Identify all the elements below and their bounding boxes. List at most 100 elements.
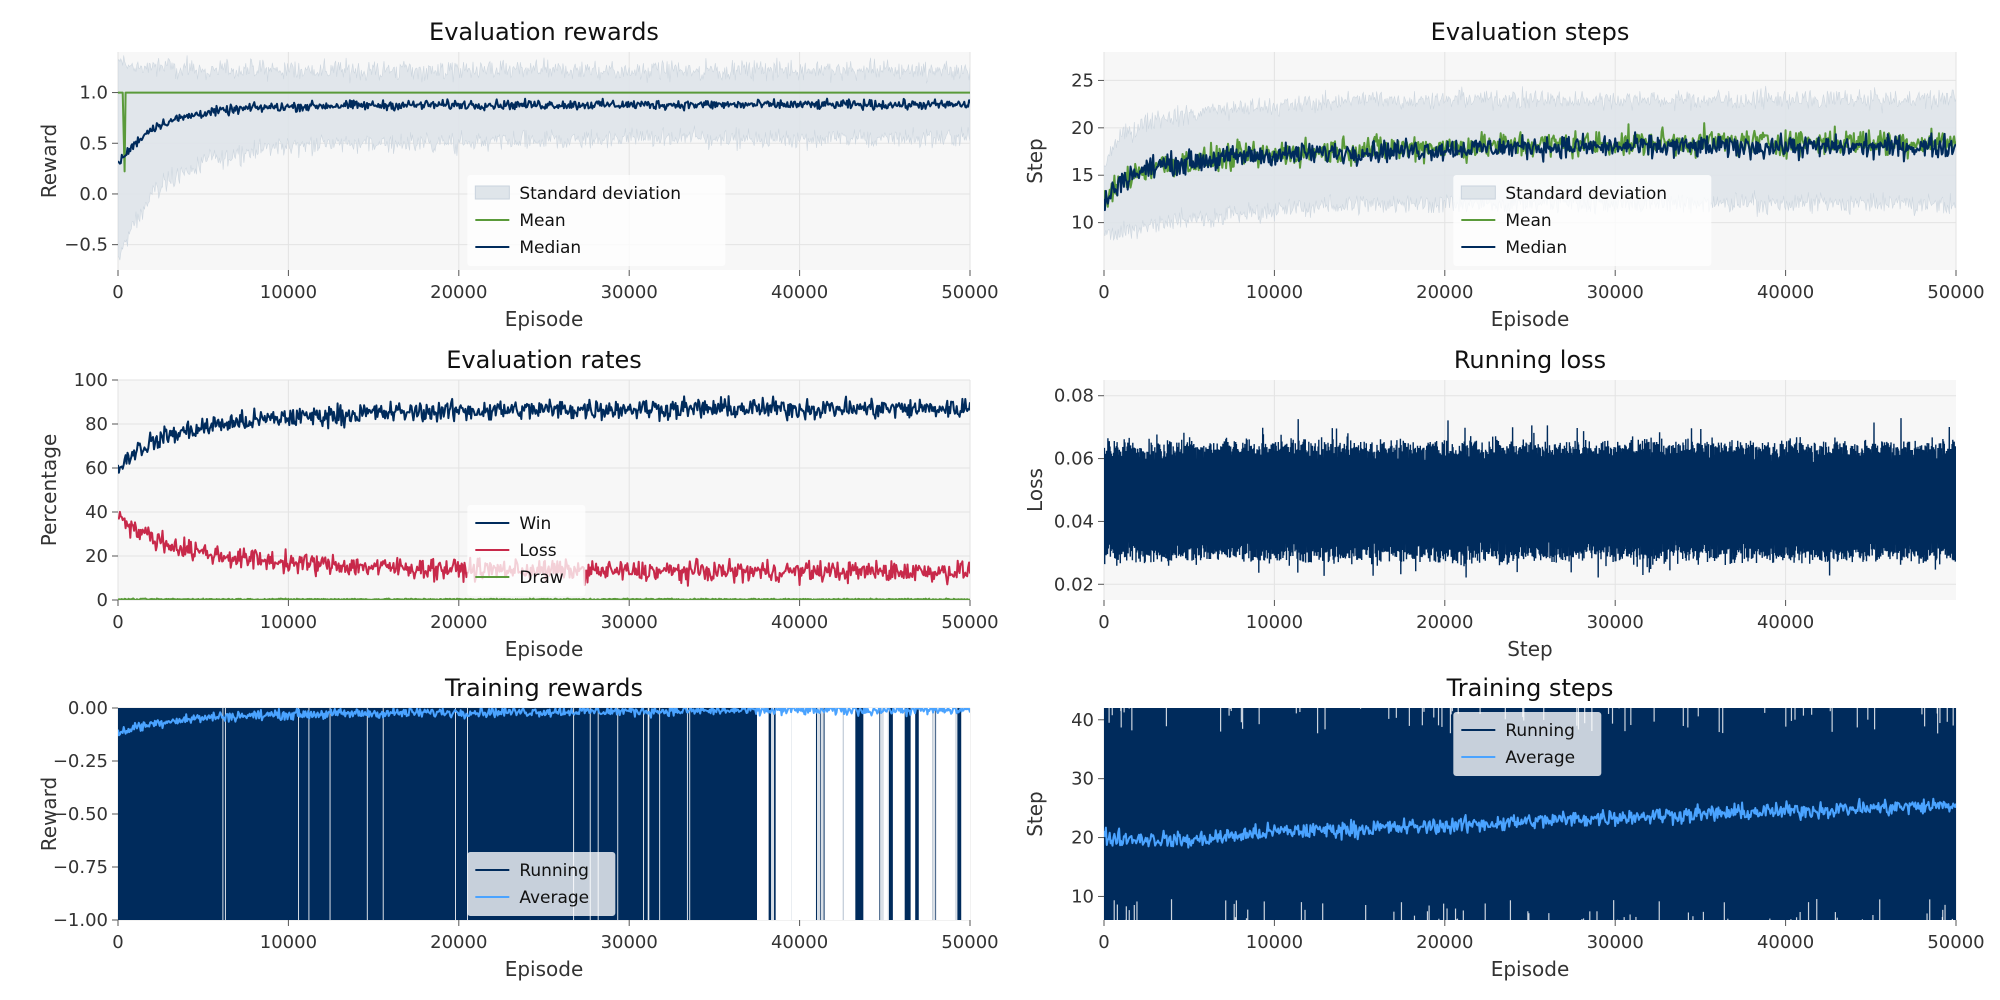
x-axis-label: Episode	[505, 637, 584, 661]
x-axis-label: Step	[1507, 637, 1553, 661]
series-median	[1104, 131, 1956, 212]
y-tick-label: 10	[1071, 213, 1094, 234]
legend-swatch	[474, 185, 510, 200]
running-gap	[961, 708, 970, 920]
legend: Running Average	[1453, 712, 1602, 776]
x-axis-label: Episode	[505, 957, 584, 981]
y-axis-label: Step	[1023, 791, 1047, 837]
legend-label: Running	[1505, 721, 1575, 741]
legend-box	[1453, 712, 1602, 776]
x-tick-label: 10000	[1246, 612, 1303, 633]
x-tick-label: 0	[112, 932, 123, 953]
x-tick-label: 0	[1098, 932, 1109, 953]
x-tick-label: 0	[112, 612, 123, 633]
y-axis-label: Loss	[1023, 468, 1047, 512]
x-tick-label: 10000	[260, 282, 317, 303]
x-tick-label: 0	[1098, 612, 1109, 633]
series-win	[118, 395, 970, 474]
y-tick-label: 100	[74, 370, 108, 391]
chart-title: Training rewards	[444, 674, 643, 702]
running-gap	[871, 708, 880, 920]
y-tick-label: 0.0	[79, 184, 108, 205]
legend-box	[467, 175, 726, 266]
x-tick-label: 50000	[1927, 932, 1984, 953]
y-axis-label: Reward	[37, 777, 61, 851]
x-axis-label: Episode	[1491, 307, 1570, 331]
chart-title: Evaluation rewards	[429, 18, 659, 46]
x-tick-label: 30000	[601, 932, 658, 953]
x-axis-label: Episode	[505, 307, 584, 331]
x-tick-label: 20000	[1416, 612, 1473, 633]
x-tick-label: 10000	[260, 612, 317, 633]
running-gap	[948, 708, 955, 920]
running-gap	[843, 708, 853, 920]
x-tick-label: 30000	[1587, 612, 1644, 633]
chart-eval-rewards: 0 10000 20000 30000 40000 50000 −0.5 0.0 0.5 1.0 E…	[37, 18, 999, 331]
y-tick-label: 30	[1071, 769, 1094, 790]
x-tick-label: 50000	[941, 282, 998, 303]
x-tick-label: 10000	[1246, 282, 1303, 303]
chart-running-loss: 0 10000 20000 30000 40000 0.02 0.04 0.06 0.08 Run…	[1023, 346, 1956, 661]
y-tick-label: −0.75	[53, 857, 108, 878]
y-tick-label: 0.04	[1054, 511, 1094, 532]
y-tick-label: −0.5	[64, 235, 108, 256]
y-tick-label: 0.06	[1054, 449, 1094, 470]
series-standard-deviation	[1104, 85, 1956, 242]
legend-label: Running	[519, 861, 589, 881]
y-tick-label: −0.50	[53, 804, 108, 825]
legend-label: Standard deviation	[1505, 184, 1667, 204]
x-tick-label: 20000	[430, 932, 487, 953]
y-tick-label: 20	[1071, 828, 1094, 849]
y-tick-label: 80	[85, 414, 108, 435]
y-tick-label: 0.5	[79, 133, 108, 154]
x-tick-label: 0	[1098, 282, 1109, 303]
x-tick-label: 40000	[771, 612, 828, 633]
y-tick-label: 0.08	[1054, 386, 1094, 407]
x-tick-label: 30000	[601, 612, 658, 633]
running-gap	[936, 708, 950, 920]
series-data	[1104, 418, 1956, 578]
running-gap	[791, 708, 803, 920]
chart-title: Training steps	[1446, 674, 1614, 702]
x-tick-label: 40000	[771, 282, 828, 303]
x-tick-label: 20000	[1416, 932, 1473, 953]
series-group	[1104, 418, 1956, 578]
series-average	[118, 708, 970, 737]
legend-box	[467, 505, 586, 596]
running-gap	[784, 708, 792, 920]
series-draw	[118, 597, 970, 600]
legend-label: Win	[519, 514, 551, 534]
running-gap	[910, 708, 916, 920]
y-tick-label: 20	[85, 546, 108, 567]
axis-ticks: 0 10000 20000 30000 40000 50000 0 20 40 60 80 100	[74, 370, 999, 633]
y-tick-label: −1.00	[53, 910, 108, 931]
x-tick-label: 10000	[260, 932, 317, 953]
legend-box	[1453, 175, 1712, 266]
x-tick-label: 40000	[1757, 282, 1814, 303]
x-tick-label: 40000	[1757, 932, 1814, 953]
series-group	[118, 55, 970, 261]
legend: Standard deviation Mean Median	[1453, 175, 1712, 266]
legend-label: Draw	[519, 568, 563, 588]
y-tick-label: 60	[85, 458, 108, 479]
y-tick-label: 0.02	[1054, 574, 1094, 595]
legend-label: Loss	[519, 541, 556, 561]
y-tick-label: −0.25	[53, 751, 108, 772]
legend-swatch	[1460, 185, 1496, 200]
x-tick-label: 50000	[941, 612, 998, 633]
x-tick-label: 40000	[1757, 612, 1814, 633]
axis-ticks: 0 10000 20000 30000 40000 0.02 0.04 0.06 0.08	[1054, 386, 1814, 633]
y-axis-label: Step	[1023, 138, 1047, 184]
x-tick-label: 20000	[430, 612, 487, 633]
running-gap	[918, 708, 933, 920]
legend-label: Median	[519, 238, 581, 258]
axis-ticks: 0 10000 20000 30000 40000 50000 10 20 30 40	[1071, 710, 1985, 953]
legend-box	[467, 852, 616, 916]
y-tick-label: 10	[1071, 886, 1094, 907]
chart-eval-steps: 0 10000 20000 30000 40000 50000 10 15 20 25 Evalua…	[1023, 18, 1985, 331]
y-tick-label: 1.0	[79, 83, 108, 104]
running-gap	[883, 708, 888, 920]
x-tick-label: 20000	[430, 282, 487, 303]
axis-ticks: 0 10000 20000 30000 40000 50000 −0.5 0.0 0.5 1.0	[64, 83, 998, 303]
